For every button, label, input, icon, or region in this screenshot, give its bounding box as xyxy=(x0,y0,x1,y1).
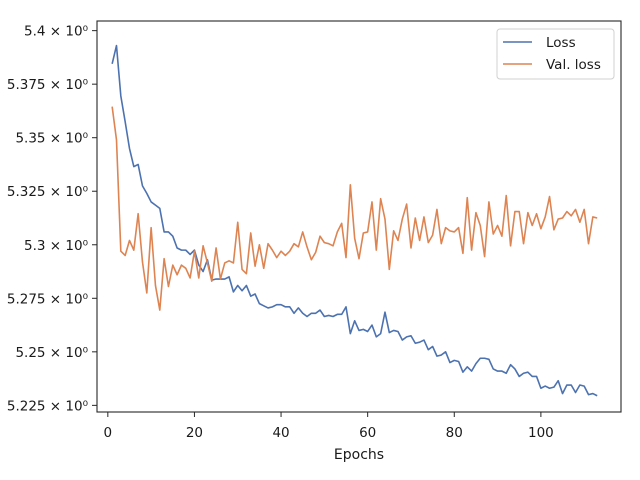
y-tick-label: 5.4 × 10⁰ xyxy=(24,24,88,40)
series-line-1 xyxy=(111,44,598,397)
x-tick-label: 100 xyxy=(528,425,554,441)
x-axis-label: Epochs xyxy=(334,447,384,463)
y-tick-label: 5.25 × 10⁰ xyxy=(15,345,88,361)
y-tick-label: 5.3 × 10⁰ xyxy=(24,238,88,254)
y-tick-label: 5.325 × 10⁰ xyxy=(7,184,88,200)
x-tick-label: 0 xyxy=(104,425,113,441)
legend: Loss Val. loss xyxy=(496,28,615,80)
series-layer xyxy=(111,44,598,397)
x-tick-label: 20 xyxy=(186,425,203,441)
series-line-2 xyxy=(111,106,598,311)
plot-frame xyxy=(96,20,622,413)
x-tick-label: 80 xyxy=(446,425,463,441)
x-tick-label: 40 xyxy=(272,425,289,441)
legend-label-2: Val. loss xyxy=(546,57,601,73)
y-tick-label: 5.275 × 10⁰ xyxy=(7,291,88,307)
y-tick-label: 5.35 × 10⁰ xyxy=(15,131,88,147)
y-tick-label: 5.375 × 10⁰ xyxy=(7,77,88,93)
y-axis: 5.225 × 10⁰ 5.25 × 10⁰ 5.275 × 10⁰ 5.3 × 10… xyxy=(7,24,97,414)
x-axis: 0 20 40 60 80 100 xyxy=(104,412,554,441)
y-tick-label: 5.225 × 10⁰ xyxy=(7,398,88,414)
legend-label-1: Loss xyxy=(546,35,576,51)
x-tick-label: 60 xyxy=(359,425,376,441)
